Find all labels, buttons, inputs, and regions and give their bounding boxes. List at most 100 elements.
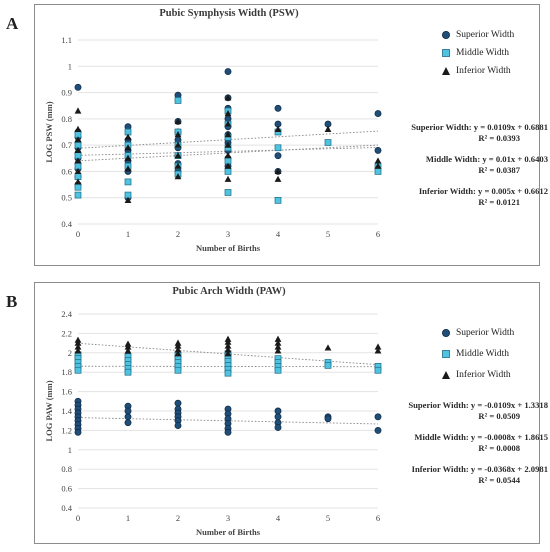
y-tick-label: 1.2 bbox=[61, 425, 72, 435]
data-point-superior bbox=[274, 407, 282, 415]
data-point-middle bbox=[74, 191, 82, 199]
x-tick-label: 1 bbox=[126, 229, 130, 239]
equation-inferior: Inferior Width: y = -0.0368x + 2.0981 R²… bbox=[398, 464, 548, 486]
data-point-superior bbox=[124, 419, 132, 427]
triangle-marker-icon bbox=[440, 66, 452, 76]
data-point-middle bbox=[74, 183, 82, 191]
x-tick-label: 2 bbox=[176, 513, 180, 523]
equation-text: Superior Width: y = -0.0109x + 1.3318 bbox=[408, 400, 548, 410]
data-point-superior bbox=[374, 413, 382, 421]
data-point-inferior bbox=[274, 343, 282, 350]
data-point-inferior bbox=[174, 346, 182, 353]
data-point-inferior bbox=[274, 347, 282, 354]
data-point-inferior bbox=[74, 343, 82, 350]
data-point-inferior bbox=[224, 342, 232, 349]
data-point-superior bbox=[74, 83, 82, 91]
data-point-superior bbox=[274, 152, 282, 160]
equation-inferior: Inferior Width: y = 0.005x + 0.6612 R² =… bbox=[398, 186, 548, 208]
y-tick-label: 0.4 bbox=[61, 503, 72, 513]
equation-middle: Middle Width: y = -0.0008x + 1.8615 R² =… bbox=[398, 432, 548, 454]
triangle-marker-icon bbox=[440, 370, 452, 380]
r-squared-text: R² = 0.0121 bbox=[478, 197, 520, 207]
data-point-inferior bbox=[224, 175, 232, 182]
data-point-inferior bbox=[374, 347, 382, 354]
data-point-superior bbox=[274, 413, 282, 421]
data-point-inferior bbox=[274, 335, 282, 342]
equation-text: Inferior Width: y = -0.0368x + 2.0981 bbox=[411, 464, 548, 474]
legend: Superior Width Middle Width Inferior Wid… bbox=[440, 26, 514, 80]
circle-marker-icon bbox=[440, 328, 452, 338]
y-tick-label: 0.6 bbox=[61, 166, 72, 176]
data-point-middle bbox=[74, 366, 82, 374]
data-point-inferior bbox=[74, 146, 82, 153]
data-point-inferior bbox=[124, 165, 132, 172]
panel-letter: A bbox=[6, 14, 19, 33]
data-point-inferior bbox=[224, 346, 232, 353]
equation-middle: Middle Width: y = 0.01x + 0.6403 R² = 0.… bbox=[398, 154, 548, 176]
data-point-middle bbox=[324, 139, 332, 146]
data-point-middle bbox=[324, 362, 332, 369]
data-point-superior bbox=[324, 415, 332, 423]
data-point-inferior bbox=[174, 173, 182, 180]
data-point-inferior bbox=[374, 157, 382, 164]
data-point-inferior bbox=[74, 178, 82, 185]
r-squared-text: R² = 0.0393 bbox=[478, 133, 520, 143]
y-tick-label: 0.4 bbox=[61, 219, 72, 229]
panel-a: A Pubic Symphysis Width (PSW) 0.4 0.5 0.6 0… bbox=[0, 0, 550, 270]
data-point-inferior bbox=[224, 94, 232, 101]
data-point-inferior bbox=[74, 125, 82, 132]
data-point-inferior bbox=[324, 125, 332, 132]
y-axis-label: LOG PSW (mm) bbox=[44, 101, 54, 162]
y-tick-label: 1.8 bbox=[61, 367, 72, 377]
y-tick-label: 1.4 bbox=[61, 406, 72, 416]
equation-superior: Superior Width: y = -0.0109x + 1.3318 R²… bbox=[398, 400, 548, 422]
legend: Superior Width Middle Width Inferior Wid… bbox=[440, 322, 514, 385]
data-point-inferior bbox=[224, 110, 232, 117]
data-point-inferior bbox=[224, 131, 232, 138]
data-point-middle bbox=[124, 368, 132, 376]
data-point-inferior bbox=[74, 339, 82, 346]
data-point-superior bbox=[374, 426, 382, 434]
r-squared-text: R² = 0.0509 bbox=[478, 411, 520, 421]
legend-item-middle: Middle Width bbox=[440, 343, 514, 364]
legend-label: Inferior Width bbox=[456, 369, 511, 380]
data-point-superior bbox=[374, 110, 382, 118]
y-tick-label: 0.5 bbox=[61, 193, 72, 203]
data-point-inferior bbox=[374, 343, 382, 350]
data-point-inferior bbox=[124, 347, 132, 354]
r-squared-text: R² = 0.0544 bbox=[478, 475, 520, 485]
equation-text: Inferior Width: y = 0.005x + 0.6612 bbox=[418, 186, 548, 196]
data-point-middle bbox=[174, 97, 182, 104]
data-point-middle bbox=[274, 196, 282, 204]
legend-item-inferior: Inferior Width bbox=[440, 62, 514, 80]
data-point-inferior bbox=[124, 196, 132, 203]
y-tick-label: 0.7 bbox=[61, 140, 72, 150]
data-point-inferior bbox=[124, 154, 132, 161]
y-tick-label: 1.1 bbox=[61, 35, 72, 45]
data-point-inferior bbox=[274, 339, 282, 346]
data-point-superior bbox=[124, 413, 132, 421]
data-point-middle bbox=[224, 168, 232, 175]
x-tick-label: 4 bbox=[276, 229, 281, 239]
equation-text: Middle Width: y = 0.01x + 0.6403 bbox=[425, 154, 548, 164]
data-point-superior bbox=[224, 68, 232, 75]
scatter-plot-paw: 0.4 0.6 0.8 1 1.2 1.4 1.6 1.8 2 2.2 2.4 0 1 2 3 4 5 6 Numb… bbox=[44, 309, 382, 537]
data-point-inferior bbox=[174, 131, 182, 138]
data-point-inferior bbox=[174, 342, 182, 349]
data-point-superior bbox=[174, 399, 182, 407]
data-point-superior bbox=[74, 428, 82, 436]
data-point-inferior bbox=[74, 157, 82, 164]
x-tick-label: 0 bbox=[76, 229, 80, 239]
r-squared-text: R² = 0.0387 bbox=[478, 165, 520, 175]
data-point-inferior bbox=[224, 141, 232, 148]
y-tick-label: 2.2 bbox=[61, 328, 72, 338]
equation-superior: Superior Width: y = 0.0109x + 0.6881 R² … bbox=[398, 122, 548, 144]
data-point-inferior bbox=[74, 167, 82, 175]
y-tick-label: 1 bbox=[68, 61, 72, 71]
y-tick-label: 0.6 bbox=[61, 484, 72, 494]
chart-frame bbox=[34, 282, 540, 544]
y-tick-label: 1 bbox=[68, 445, 72, 455]
data-point-middle bbox=[274, 366, 282, 374]
x-tick-label: 6 bbox=[376, 229, 380, 239]
data-point-middle bbox=[374, 366, 382, 374]
